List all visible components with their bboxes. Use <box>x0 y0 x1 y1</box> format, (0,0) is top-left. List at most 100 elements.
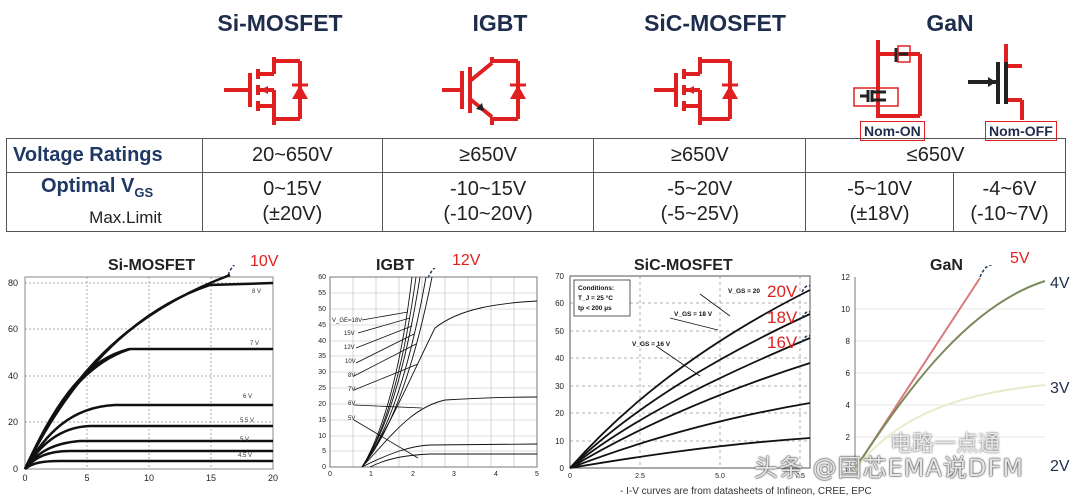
igbt-label-5v: 5V <box>348 416 355 422</box>
sic-ytick: 0 <box>560 464 565 473</box>
voltage-ratings-row: Voltage Ratings 20~650V ≥650V ≥650V ≤650… <box>6 138 1066 173</box>
maxlimit-sic-value: (-5~25V) <box>660 203 739 225</box>
optimal-vgs-row: Optimal VGS Max.Limit 0~15V (±20V) -10~15… <box>6 172 1066 232</box>
igbt-title: IGBT <box>472 10 528 36</box>
sic-conditions-tj: T_J = 25 °C <box>578 294 613 302</box>
sic-xtick: 5.0 <box>715 473 725 480</box>
gan-label-3v: 3V <box>1050 380 1070 397</box>
si-ytick: 20 <box>8 417 18 427</box>
sic-mosfet-symbol <box>654 57 738 125</box>
sic-xtick: 0 <box>568 473 572 480</box>
sic-label-16v: V_GS = 16 V <box>632 341 671 348</box>
si-chart-title: Si-MOSFET <box>108 257 196 274</box>
si-mosfet-symbol <box>224 57 308 125</box>
optimal-gan-off: -4~6V (-10~7V) <box>953 172 1066 232</box>
igbt-xtick: 4 <box>494 471 498 478</box>
gan-ytick: 6 <box>846 369 851 378</box>
igbt-xtick: 2 <box>411 471 415 478</box>
ratings-table: Voltage Ratings 20~650V ≥650V ≥650V ≤650… <box>6 138 1066 232</box>
sic-label-20v: V_GS = 20 <box>728 288 760 295</box>
gan-ytick: 10 <box>841 305 850 314</box>
igbt-ytick: 60 <box>318 274 326 281</box>
optimal-igbt-value: -10~15V <box>449 178 527 200</box>
si-xtick: 5 <box>84 473 89 483</box>
igbt-ytick: 40 <box>318 338 326 345</box>
sic-mosfet-title: SiC-MOSFET <box>644 10 786 36</box>
voltage-si: 20~650V <box>201 138 383 173</box>
igbt-xtick: 1 <box>369 471 373 478</box>
voltage-igbt: ≥650V <box>381 138 595 173</box>
si-ytick: 80 <box>8 278 18 288</box>
max-limit-label: Max.Limit <box>89 208 162 227</box>
igbt-label-7v: 7V <box>348 387 355 393</box>
gan-title: GaN <box>926 10 974 36</box>
igbt-ytick: 30 <box>318 369 326 376</box>
igbt-label-10v: 10V <box>345 359 356 365</box>
watermark-channel: 电路一点通 <box>890 432 1001 457</box>
igbt-ytick: 35 <box>318 353 326 360</box>
sic-ytick: 30 <box>555 382 564 391</box>
si-xtick: 20 <box>268 473 278 483</box>
voltage-ratings-label: Voltage Ratings <box>6 138 203 173</box>
igbt-chart: V_GE=18V 15V 12V 10V 8V 7V 6V 5V 0 1 2 3… <box>318 268 539 478</box>
sic-chart-title: SiC-MOSFET <box>634 257 733 274</box>
gan-ytick: 4 <box>846 401 851 410</box>
optimal-vgs-label: Optimal VGS Max.Limit <box>6 172 203 232</box>
sic-xtick: 2.5 <box>635 473 645 480</box>
sic-ytick: 70 <box>555 272 564 281</box>
voltage-sic: ≥650V <box>593 138 807 173</box>
sic-callout-16v: 16V <box>767 333 798 352</box>
igbt-label-12v: 12V <box>344 345 355 351</box>
igbt-chart-callout: 12V <box>452 252 481 269</box>
sic-ytick: 20 <box>555 409 564 418</box>
optimal-gan-on: -5~10V (±18V) <box>805 172 955 232</box>
igbt-xtick: 0 <box>328 471 332 478</box>
optimal-igbt: -10~15V (-10~20V) <box>381 172 595 232</box>
gan-ytick: 8 <box>846 337 851 346</box>
gan-ytick: 12 <box>841 273 850 282</box>
igbt-label-15v: 15V <box>344 331 355 337</box>
igbt-ytick: 25 <box>318 385 326 392</box>
voltage-gan: ≤650V <box>805 138 1066 173</box>
igbt-label-8v: 8V <box>348 373 355 379</box>
igbt-ytick: 5 <box>322 448 326 455</box>
igbt-label-18v: V_GE=18V <box>332 318 362 324</box>
optimal-gan-off-value: -4~6V <box>982 178 1037 200</box>
si-label-7v: 7 V <box>250 341 259 347</box>
igbt-xtick: 5 <box>535 471 539 478</box>
igbt-ytick: 15 <box>318 417 326 424</box>
si-chart-callout: 10V <box>250 253 279 270</box>
optimal-sic-value: -5~20V <box>667 178 733 200</box>
optimal-gan-on-value: -5~10V <box>847 178 913 200</box>
gan-label-2v: 2V <box>1050 458 1070 475</box>
maxlimit-igbt-value: (-10~20V) <box>443 203 533 225</box>
si-mosfet-title: Si-MOSFET <box>217 10 343 36</box>
gan-label-4v: 4V <box>1050 275 1070 292</box>
sic-ytick: 10 <box>555 437 564 446</box>
igbt-ytick: 20 <box>318 401 326 408</box>
optimal-vgs-text: Optimal V <box>41 175 135 197</box>
gan-chart-title: GaN <box>930 257 963 274</box>
sic-mosfet-chart: Conditions: T_J = 25 °C tp < 200 µs V_GS… <box>555 272 811 480</box>
sic-callout-18v: 18V <box>767 308 798 327</box>
sic-conditions-tp: tp < 200 µs <box>578 305 612 312</box>
si-label-5v: 5 V <box>240 437 249 443</box>
sic-label-18v: V_GS = 18 V <box>674 311 713 318</box>
watermark: 头条 @国芯EMA说DFM <box>754 454 1024 482</box>
gan-ytick: 0 <box>846 465 851 474</box>
igbt-ytick: 0 <box>322 464 326 471</box>
sic-ytick: 40 <box>555 354 564 363</box>
sic-conditions-title: Conditions: <box>578 285 614 292</box>
igbt-xtick: 3 <box>452 471 456 478</box>
igbt-chart-title: IGBT <box>376 257 415 274</box>
si-xtick: 0 <box>22 473 27 483</box>
optimal-sic: -5~20V (-5~25V) <box>593 172 807 232</box>
si-label-5-5v: 5.5 V <box>240 418 254 424</box>
optimal-si: 0~15V (±20V) <box>201 172 383 232</box>
igbt-ytick: 50 <box>318 306 326 313</box>
si-ytick: 60 <box>8 324 18 334</box>
igbt-label-6v: 6V <box>348 401 355 407</box>
sic-ytick: 60 <box>555 299 564 308</box>
si-xtick: 15 <box>206 473 216 483</box>
igbt-symbol <box>442 57 526 125</box>
